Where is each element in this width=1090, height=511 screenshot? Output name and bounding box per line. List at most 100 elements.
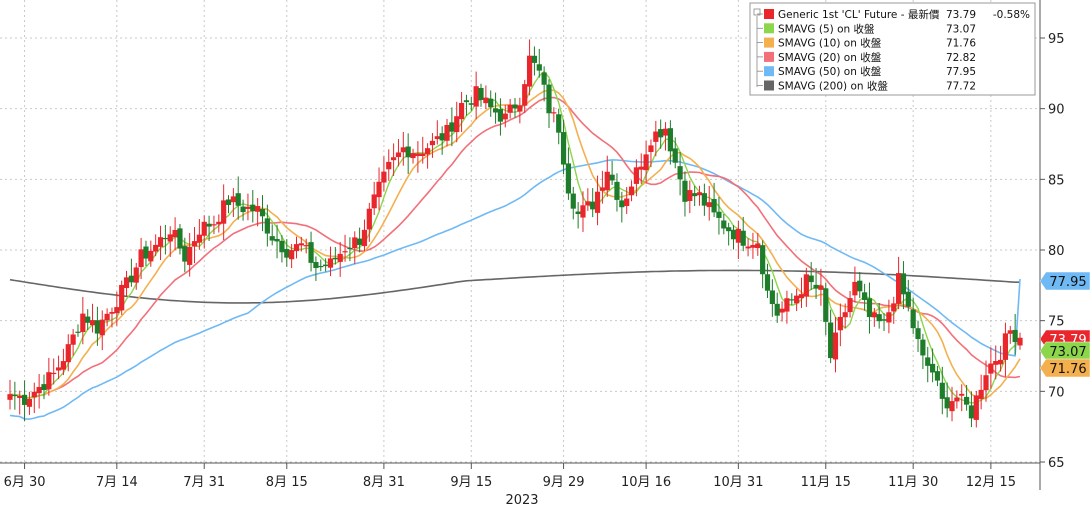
- candle-body: [284, 248, 290, 258]
- candle-body: [157, 237, 164, 247]
- candle-body: [133, 267, 139, 283]
- candle-body: [740, 230, 746, 246]
- candle-body: [337, 253, 343, 262]
- candle-body: [41, 384, 47, 391]
- candle-body: [235, 193, 241, 206]
- candle-body: [478, 88, 484, 100]
- candle-body: [119, 284, 125, 311]
- candle-body: [99, 319, 105, 336]
- candle-body: [624, 198, 630, 207]
- candle-body: [794, 295, 800, 304]
- candle-body: [934, 371, 941, 381]
- year-label: 2023: [505, 493, 538, 508]
- candle-body: [240, 206, 246, 213]
- candle-body: [206, 223, 212, 227]
- candle-body: [449, 122, 455, 132]
- y-tick-label: 95: [1048, 32, 1065, 47]
- candle-body: [347, 247, 353, 250]
- candle-body: [512, 104, 518, 109]
- candle-body: [614, 181, 620, 200]
- candle-body: [250, 204, 256, 212]
- candle-body: [609, 174, 615, 181]
- candle-body: [643, 154, 649, 171]
- candle-body: [410, 153, 416, 159]
- candle-body: [1007, 330, 1013, 334]
- candle-body: [507, 104, 513, 113]
- candle-body: [517, 105, 523, 112]
- candle-body: [85, 316, 91, 323]
- candle-body: [201, 221, 207, 236]
- candle-body: [541, 72, 547, 85]
- candle-body: [585, 201, 591, 206]
- candle-body: [818, 285, 824, 290]
- candle-body: [837, 316, 843, 331]
- candle-body: [959, 393, 965, 396]
- candle-body: [293, 244, 300, 252]
- x-tick-label: 9月 15: [450, 475, 492, 490]
- candle-body: [944, 397, 950, 409]
- x-axis: 6月 30 7月 14 7月 31 8月 15 8月 31 9月 15 9月 29 10月 1…: [0, 462, 1040, 508]
- candle-body: [973, 395, 979, 420]
- candle-body: [988, 363, 994, 374]
- candle-body: [80, 313, 86, 333]
- candle-body: [289, 250, 295, 260]
- candle-body: [357, 238, 363, 245]
- candle-body: [546, 84, 552, 114]
- x-tick-label: 8月 15: [266, 475, 308, 490]
- value-badge-label: 71.76: [1049, 362, 1086, 377]
- x-tick-label: 9月 29: [543, 475, 585, 490]
- candle-body: [255, 206, 261, 212]
- candle-body: [949, 401, 955, 412]
- candle-body: [696, 192, 703, 196]
- legend-swatch: [764, 23, 774, 34]
- legend-label: SMAVG (200) on 收盤: [778, 80, 888, 93]
- candle-body: [1017, 337, 1023, 346]
- candle-body: [162, 237, 168, 240]
- x-tick-label: 10月 16: [621, 475, 671, 490]
- candle-body: [789, 299, 795, 301]
- x-tick-label: 12月 15: [966, 475, 1016, 490]
- x-tick-label: 11月 30: [888, 475, 938, 490]
- y-axis: 65 70 75 80 85 90 95: [1039, 0, 1065, 490]
- candle-body: [891, 303, 897, 312]
- candle-body: [939, 382, 945, 399]
- candle-body: [706, 202, 712, 208]
- y-tick-label: 85: [1048, 173, 1065, 188]
- candle-body: [857, 280, 863, 292]
- candle-body: [993, 361, 999, 365]
- candle-body: [677, 166, 683, 180]
- candle-body: [575, 211, 581, 215]
- candle-body: [847, 298, 853, 313]
- candle-body: [36, 386, 42, 394]
- candle-body: [172, 229, 178, 238]
- value-badge-label: 73.07: [1049, 345, 1086, 360]
- candle-body: [881, 319, 887, 321]
- candle-body: [662, 128, 669, 136]
- candle-body: [905, 291, 911, 307]
- candle-body: [633, 167, 639, 184]
- candle-body: [492, 108, 499, 113]
- candle-body: [954, 397, 960, 402]
- candle-body: [352, 237, 358, 249]
- candle-body: [279, 240, 285, 253]
- candle-body: [828, 322, 834, 359]
- candle-body: [687, 190, 693, 201]
- candle-body: [925, 357, 931, 366]
- candle-body: [522, 84, 528, 106]
- candle-body: [211, 224, 217, 226]
- candle-body: [526, 55, 533, 87]
- candle-body: [153, 244, 159, 252]
- candle-body: [454, 116, 460, 133]
- grid: [0, 0, 1040, 463]
- candle-body: [682, 180, 688, 202]
- candle-body: [65, 344, 71, 363]
- candle-body: [104, 313, 110, 321]
- candle-body: [123, 277, 130, 289]
- candle-body: [31, 391, 37, 398]
- candle-body: [886, 312, 892, 323]
- candle-body: [497, 109, 504, 122]
- candle-body: [128, 275, 134, 283]
- candle-body: [187, 246, 193, 265]
- candle-body: [502, 113, 508, 120]
